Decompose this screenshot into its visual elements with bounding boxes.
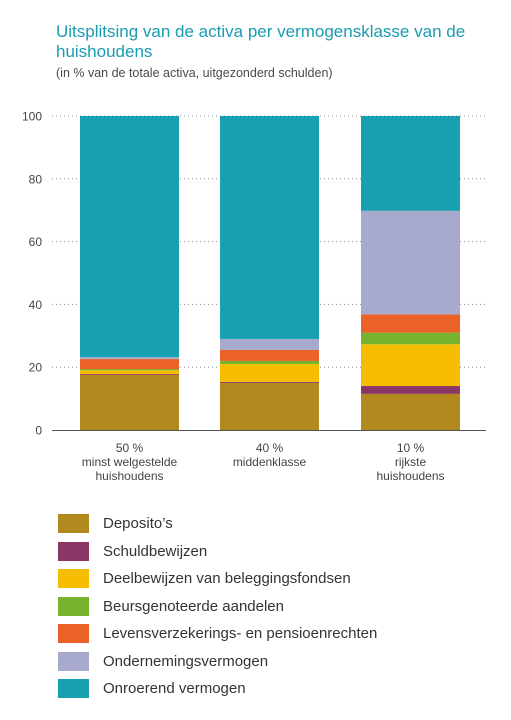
legend-item: Beursgenoteerde aandelen xyxy=(58,593,377,621)
legend-swatch xyxy=(58,541,89,561)
bar-segment xyxy=(361,393,460,430)
x-category-label: minst welgestelde xyxy=(82,455,178,469)
legend-item: Schuldbewijzen xyxy=(58,538,377,566)
legend-label: Deposito’s xyxy=(103,515,173,533)
chart-subtitle: (in % van de totale activa, uitgezonderd… xyxy=(56,66,333,80)
legend-label: Onroerend vermogen xyxy=(103,680,246,698)
legend-swatch xyxy=(58,596,89,616)
legend-swatch xyxy=(58,514,89,534)
bar-segment xyxy=(361,210,460,315)
legend-item: Deposito’s xyxy=(58,510,377,538)
bar-segment xyxy=(361,344,460,387)
bar-segment xyxy=(220,381,319,383)
bar-segment xyxy=(80,370,179,375)
legend-item: Onroerend vermogen xyxy=(58,675,377,703)
legend-label: Levensverzekerings- en pensioenrechten xyxy=(103,625,378,643)
bar-segment xyxy=(220,360,319,365)
bar-segment xyxy=(220,349,319,361)
chart-title: Uitsplitsing van de activa per vermogens… xyxy=(56,22,466,61)
bar-segment xyxy=(80,374,179,376)
x-category-label: 10 % xyxy=(397,441,425,455)
y-tick-label: 100 xyxy=(22,110,42,124)
x-category-label: 40 % xyxy=(256,441,284,455)
x-category-label: middenklasse xyxy=(233,455,307,469)
y-tick-label: 80 xyxy=(29,172,43,186)
legend-label: Deelbewijzen van beleggingsfondsen xyxy=(103,570,351,588)
bar-segment xyxy=(220,364,319,382)
chart-legend: Deposito’s Schuldbewijzen Deelbewijzen van… xyxy=(58,510,377,703)
y-tick-label: 40 xyxy=(29,298,43,312)
x-category-label: 50 % xyxy=(116,441,144,455)
legend-label: Beursgenoteerde aandelen xyxy=(103,597,284,615)
legend-label: Schuldbewijzen xyxy=(103,542,208,560)
legend-item: Levensverzekerings- en pensioenrechten xyxy=(58,620,377,648)
legend-swatch xyxy=(58,679,89,699)
bar-segment xyxy=(361,332,460,345)
legend-item: Ondernemingsvermogen xyxy=(58,648,377,676)
bar-segment xyxy=(80,357,179,360)
bar-segment xyxy=(220,382,319,430)
x-category-label: huishoudens xyxy=(376,469,444,483)
y-tick-label: 60 xyxy=(29,235,43,249)
bar-segment xyxy=(361,314,460,333)
y-tick-label: 20 xyxy=(29,361,43,375)
bar-segment xyxy=(80,369,179,371)
y-tick-label: 0 xyxy=(35,424,42,438)
bar-segment xyxy=(80,359,179,370)
legend-swatch xyxy=(58,569,89,589)
bar-segment xyxy=(361,386,460,394)
bar-segment xyxy=(220,338,319,350)
legend-swatch xyxy=(58,624,89,644)
bar-segment xyxy=(80,375,179,430)
x-category-label: rijkste xyxy=(395,455,427,469)
legend-item: Deelbewijzen van beleggingsfondsen xyxy=(58,565,377,593)
bar-segment xyxy=(80,116,179,358)
legend-label: Ondernemingsvermogen xyxy=(103,652,269,670)
legend-swatch xyxy=(58,651,89,671)
x-category-label: huishoudens xyxy=(95,469,163,483)
bar-segment xyxy=(361,116,460,211)
bar-segment xyxy=(220,116,319,339)
